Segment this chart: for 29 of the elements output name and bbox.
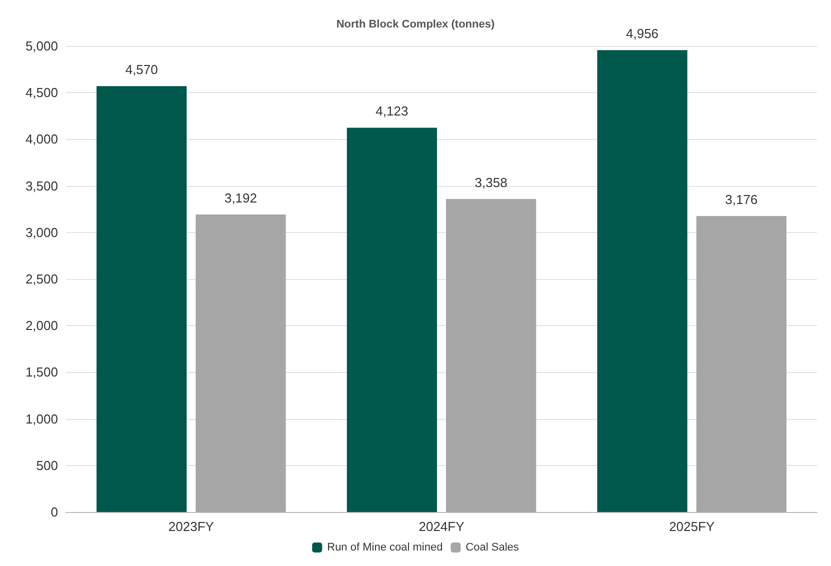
data-label: 4,570 — [125, 62, 158, 78]
x-tick-label: 2024FY — [418, 519, 465, 534]
y-tick-label: 1,000 — [25, 411, 58, 426]
y-tick-label: 4,000 — [25, 132, 58, 147]
data-label: 3,176 — [725, 192, 758, 207]
legend-label: Coal Sales — [466, 542, 520, 554]
bar — [696, 216, 786, 512]
legend-label: Run of Mine coal mined — [327, 542, 443, 554]
y-tick-label: 3,500 — [25, 178, 58, 194]
chart-title: North Block Complex (tonnes) — [336, 18, 495, 30]
y-tick-label: 2,500 — [25, 272, 58, 286]
bar — [597, 50, 688, 512]
y-tick-label: 5,000 — [25, 38, 58, 54]
data-label: 3,192 — [224, 190, 258, 206]
bar — [446, 199, 536, 512]
bar — [196, 214, 286, 512]
data-label: 4,123 — [376, 104, 408, 119]
bar — [346, 128, 437, 512]
y-tick-label: 3,000 — [25, 224, 58, 240]
y-tick-label: 1,500 — [25, 364, 58, 380]
x-tick-label: 2025FY — [669, 519, 715, 534]
x-tick-label: 2023FY — [168, 519, 214, 534]
y-tick-label: 4,500 — [25, 85, 58, 100]
y-tick-label: 0 — [50, 504, 58, 520]
y-tick-label: 500 — [36, 458, 58, 473]
bar — [96, 86, 187, 512]
y-tick-label: 2,000 — [25, 318, 58, 334]
data-label: 3,358 — [474, 175, 508, 190]
data-label: 4,956 — [626, 26, 659, 42]
